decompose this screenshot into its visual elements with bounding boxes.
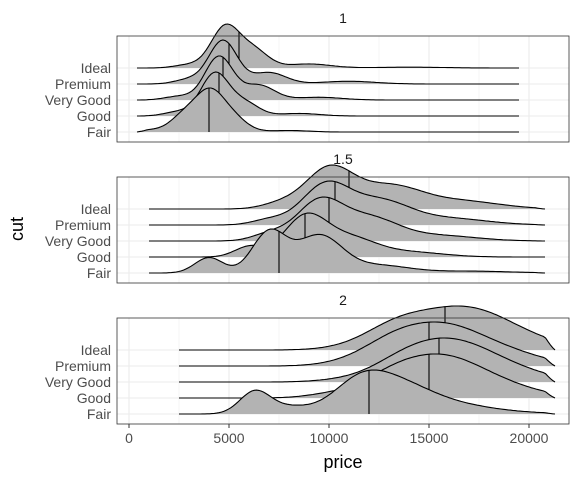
- ridge-fill: [149, 229, 545, 273]
- facet-strip-label: 1: [339, 10, 347, 26]
- x-axis: 0 5000 10000 15000 20000: [125, 424, 549, 446]
- y-tick-label: Very Good: [45, 92, 111, 108]
- y-tick-label: Ideal: [81, 342, 111, 358]
- y-tick-label: Premium: [55, 217, 111, 233]
- y-tick-label: Fair: [87, 406, 111, 422]
- ridge-fill: [137, 72, 519, 116]
- ridge-outline: [149, 180, 546, 226]
- ridge-fair: [136, 87, 519, 133]
- x-tick-label: 0: [125, 430, 133, 446]
- y-tick-label: Ideal: [81, 60, 111, 76]
- x-tick-label: 5000: [213, 430, 244, 446]
- ridge-fill: [179, 354, 555, 398]
- y-tick-label: Very Good: [45, 233, 111, 249]
- ridge-outline: [136, 87, 519, 133]
- y-tick-label: Good: [77, 390, 111, 406]
- ridge-outline: [137, 23, 519, 69]
- ridge-outline: [179, 305, 556, 351]
- y-axis-title: cut: [7, 217, 27, 241]
- ridge-outline: [179, 337, 556, 383]
- ridge-fill: [137, 88, 519, 132]
- ridge-outline: [137, 55, 519, 101]
- ridge-fill: [149, 181, 545, 225]
- y-tick-label: Good: [77, 249, 111, 265]
- y-tick-label: Good: [77, 108, 111, 124]
- ridge-outline: [179, 321, 556, 367]
- ridge-outline: [137, 39, 519, 85]
- x-tick-label: 10000: [310, 430, 349, 446]
- ridge-outline: [149, 228, 546, 274]
- panel-border: [116, 176, 570, 284]
- ridge-outline: [149, 196, 545, 242]
- facet-strip-label: 2: [339, 292, 347, 308]
- facet-strip-label: 1.5: [333, 151, 353, 167]
- x-tick-label: 20000: [510, 430, 549, 446]
- ridge-fill: [179, 370, 555, 414]
- y-tick-label: Fair: [87, 124, 111, 140]
- ridge-fair: [149, 228, 546, 274]
- x-axis-title: price: [323, 452, 362, 472]
- y-tick-label: Ideal: [81, 201, 111, 217]
- y-tick-label: Premium: [55, 358, 111, 374]
- y-tick-label: Fair: [87, 265, 111, 281]
- ridge-outline: [137, 71, 519, 117]
- panel-border: [116, 35, 570, 143]
- x-tick-label: 15000: [410, 430, 449, 446]
- y-tick-label: Very Good: [45, 374, 111, 390]
- ridge-outline: [149, 212, 545, 258]
- ridge-outline: [149, 164, 546, 210]
- y-tick-label: Premium: [55, 76, 111, 92]
- ridge-outline: [179, 369, 556, 415]
- ridge-fill: [149, 197, 545, 241]
- panel-border: [116, 317, 570, 425]
- ridge-fair: [179, 369, 556, 415]
